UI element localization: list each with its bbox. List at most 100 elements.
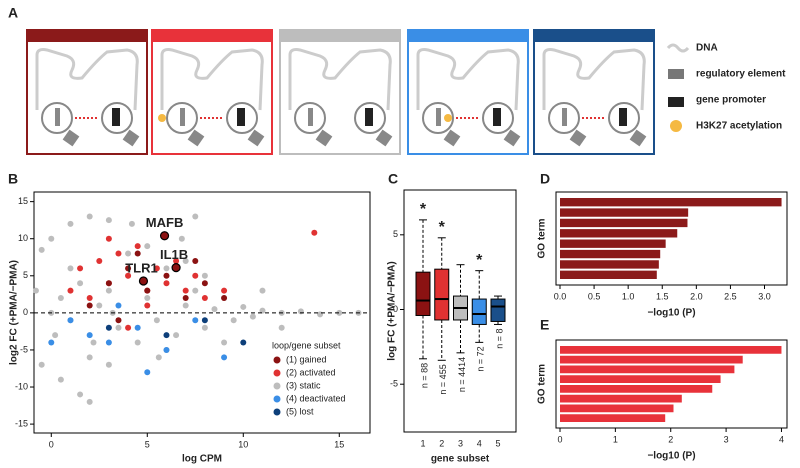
point xyxy=(182,257,189,264)
n-label: n = 88 xyxy=(419,363,429,388)
dna xyxy=(416,48,520,111)
significance: * xyxy=(476,252,483,269)
dna xyxy=(160,48,264,111)
point xyxy=(105,361,112,368)
point xyxy=(125,272,132,279)
diagram: DNA regulatory element gene promoter H3K27 … xyxy=(26,29,786,155)
point xyxy=(230,317,237,324)
y-tick-label: -15 xyxy=(15,418,28,428)
legend-swatch xyxy=(273,382,281,390)
point xyxy=(115,250,122,257)
point xyxy=(201,272,208,279)
legend-swatch xyxy=(273,356,281,364)
point xyxy=(163,346,170,353)
x-tick-label: 5 xyxy=(495,438,500,448)
legend-swatch xyxy=(273,369,281,377)
point xyxy=(105,339,112,346)
dna xyxy=(288,48,392,111)
point xyxy=(115,302,122,309)
point xyxy=(38,361,45,368)
box-header xyxy=(152,30,272,42)
point xyxy=(240,339,247,346)
bar xyxy=(560,260,659,269)
point xyxy=(67,220,74,227)
element-tilted xyxy=(315,129,333,147)
point xyxy=(201,295,208,302)
x-tick-label: 10 xyxy=(238,439,248,449)
box xyxy=(490,298,506,322)
highlight xyxy=(138,276,149,286)
dna xyxy=(35,48,139,111)
point xyxy=(90,339,97,346)
promoter xyxy=(493,108,501,126)
panel-label: E xyxy=(540,317,549,333)
y-tick-label: 5 xyxy=(393,229,398,239)
legend-label: (3) static xyxy=(286,380,321,390)
x-tick-label: 1.0 xyxy=(622,291,635,301)
legend-swatch xyxy=(273,408,281,416)
point xyxy=(201,324,208,331)
point xyxy=(144,243,151,250)
point xyxy=(134,339,141,346)
point xyxy=(163,280,170,287)
bar xyxy=(560,375,721,383)
point xyxy=(153,265,160,272)
legend-label: DNA xyxy=(696,43,718,54)
x-tick-label: 2.5 xyxy=(724,291,737,301)
element-tilted xyxy=(62,129,80,147)
legend-label: (1) gained xyxy=(286,354,327,364)
element-tilted xyxy=(247,129,265,147)
promoter xyxy=(112,108,120,126)
point xyxy=(249,313,256,320)
acetylation xyxy=(444,114,452,122)
legend-acetylation xyxy=(670,120,682,132)
point xyxy=(144,302,151,309)
bar xyxy=(560,365,735,374)
bar xyxy=(560,208,689,217)
legend-element xyxy=(668,69,684,79)
point xyxy=(173,257,180,264)
point xyxy=(115,324,122,331)
point xyxy=(86,398,93,405)
x-tick-label: 0.0 xyxy=(554,291,567,301)
point xyxy=(144,369,151,376)
bar xyxy=(560,239,666,248)
x-tick-label: 5 xyxy=(145,439,150,449)
point xyxy=(192,272,199,279)
point xyxy=(278,324,285,331)
point xyxy=(201,280,208,287)
point xyxy=(96,257,103,264)
point xyxy=(155,354,162,361)
point xyxy=(86,213,93,220)
bar xyxy=(560,394,682,403)
bar xyxy=(560,218,688,228)
x-tick-label: 4 xyxy=(477,438,482,448)
point xyxy=(38,246,45,253)
point xyxy=(86,302,93,309)
point xyxy=(182,295,189,302)
point xyxy=(86,332,93,339)
box xyxy=(471,298,487,325)
point xyxy=(48,339,55,346)
point xyxy=(240,303,247,310)
panel-label: A xyxy=(8,5,18,21)
point xyxy=(52,332,59,339)
x-axis-label: log CPM xyxy=(182,454,222,465)
point xyxy=(105,280,112,287)
x-tick-label: 0 xyxy=(49,439,54,449)
point xyxy=(86,295,93,302)
promoter xyxy=(365,108,373,126)
bar xyxy=(560,270,657,279)
point xyxy=(192,257,199,264)
n-label: n = 72 xyxy=(476,346,486,371)
x-tick-label: 4 xyxy=(779,434,784,444)
point xyxy=(67,265,74,272)
significance: * xyxy=(439,219,446,236)
bar xyxy=(560,385,713,393)
x-axis-label: −log10 (P) xyxy=(647,451,695,462)
point xyxy=(221,287,228,294)
n-label: n = 8 xyxy=(494,328,504,348)
bar xyxy=(560,198,782,207)
point xyxy=(153,317,160,324)
y-axis-label: GO term xyxy=(537,364,548,404)
